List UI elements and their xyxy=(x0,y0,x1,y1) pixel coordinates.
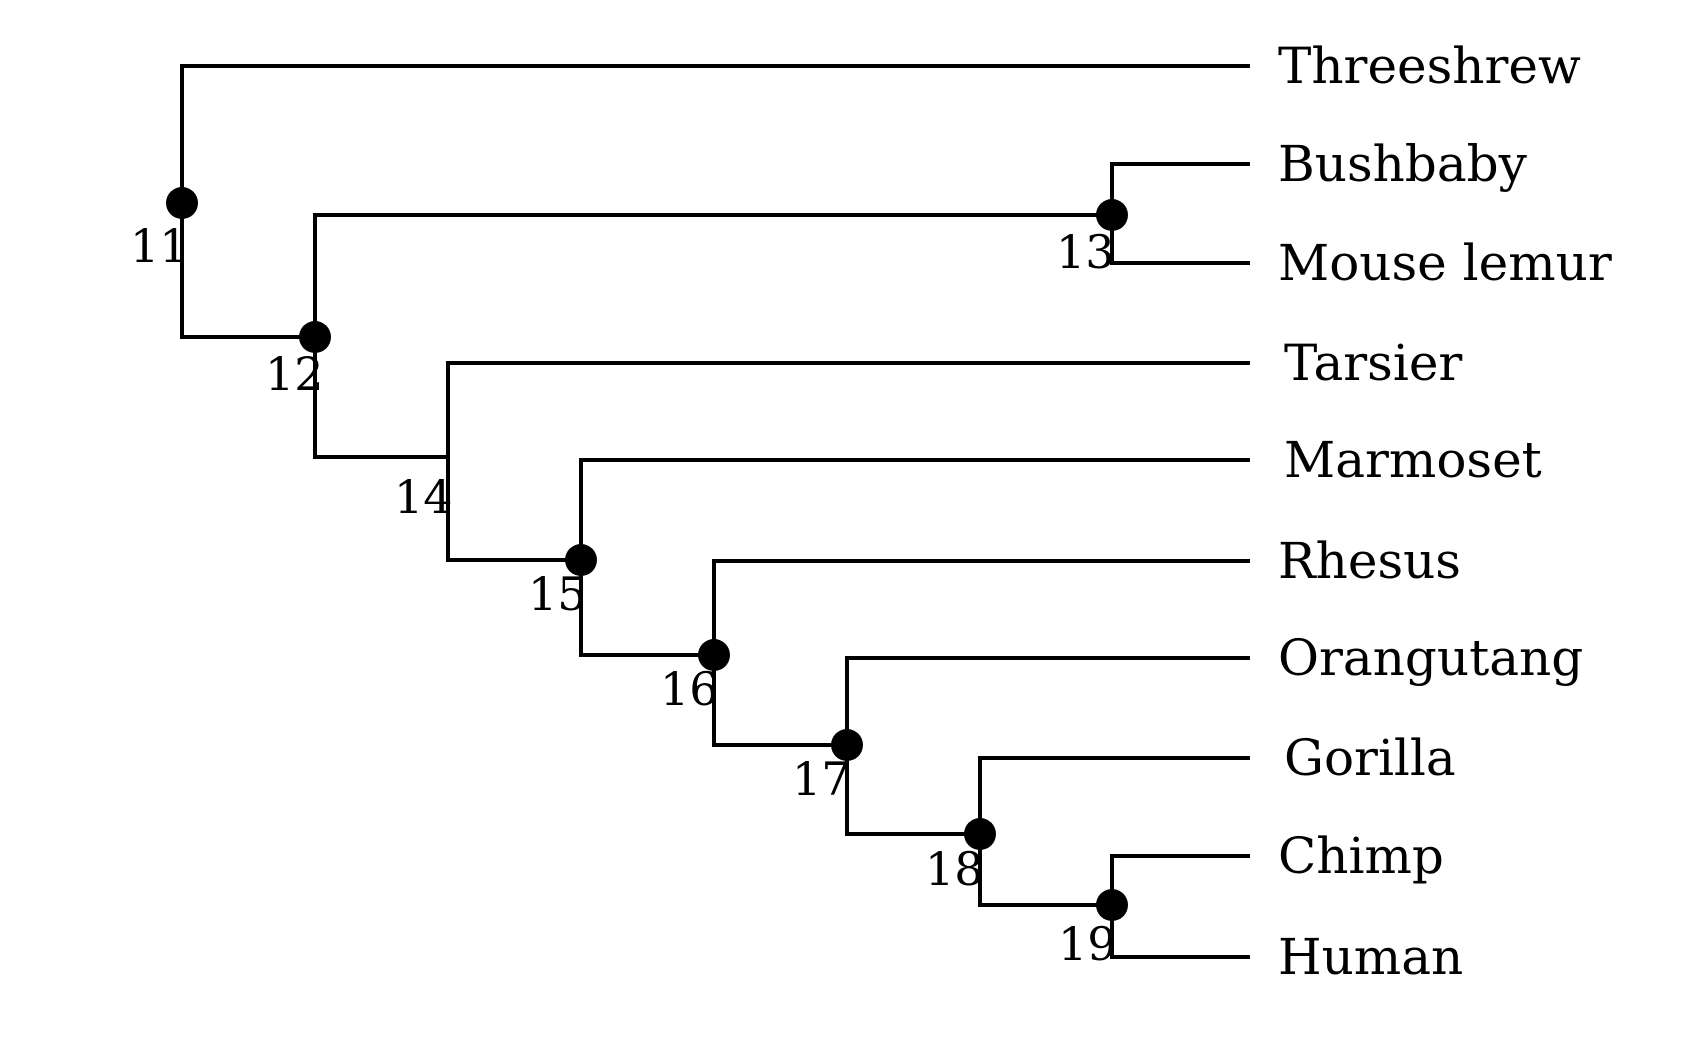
node-dot-19 xyxy=(1096,889,1128,921)
leaf-label-chimp: Chimp xyxy=(1278,827,1444,885)
node-dot-15 xyxy=(565,544,597,576)
node-label-19: 19 xyxy=(1058,917,1117,971)
node-dot-17 xyxy=(831,729,863,761)
leaf-label-orangutang: Orangutang xyxy=(1278,629,1583,687)
node-label-17: 17 xyxy=(792,752,851,806)
node-dot-11 xyxy=(166,187,198,219)
node-label-16: 16 xyxy=(660,662,719,716)
node-label-13: 13 xyxy=(1056,225,1115,279)
node-label-12: 12 xyxy=(265,347,324,401)
node-label-14: 14 xyxy=(394,470,453,524)
leaf-label-gorilla: Gorilla xyxy=(1284,729,1456,787)
leaf-label-mouse-lemur: Mouse lemur xyxy=(1278,234,1612,292)
leaf-label-tarsier: Tarsier xyxy=(1284,334,1462,392)
leaf-labels: Threeshrew Bushbaby Mouse lemur Tarsier Marm… xyxy=(1278,37,1612,986)
leaf-label-marmoset: Marmoset xyxy=(1284,431,1542,489)
node-label-11: 11 xyxy=(130,219,189,273)
node-label-18: 18 xyxy=(925,842,984,896)
node-dot-18 xyxy=(964,818,996,850)
leaf-label-rhesus: Rhesus xyxy=(1278,532,1461,590)
node-labels: 11 12 13 14 15 16 17 18 19 xyxy=(130,219,1117,971)
leaf-label-human: Human xyxy=(1278,928,1463,986)
node-dots xyxy=(166,187,1128,921)
node-label-15: 15 xyxy=(528,567,587,621)
leaf-label-bushbaby: Bushbaby xyxy=(1278,135,1528,193)
tree-edges xyxy=(180,64,1250,959)
node-dot-16 xyxy=(698,639,730,671)
leaf-label-threeshrew: Threeshrew xyxy=(1278,37,1581,95)
node-dot-13 xyxy=(1096,199,1128,231)
node-dot-12 xyxy=(299,321,331,353)
